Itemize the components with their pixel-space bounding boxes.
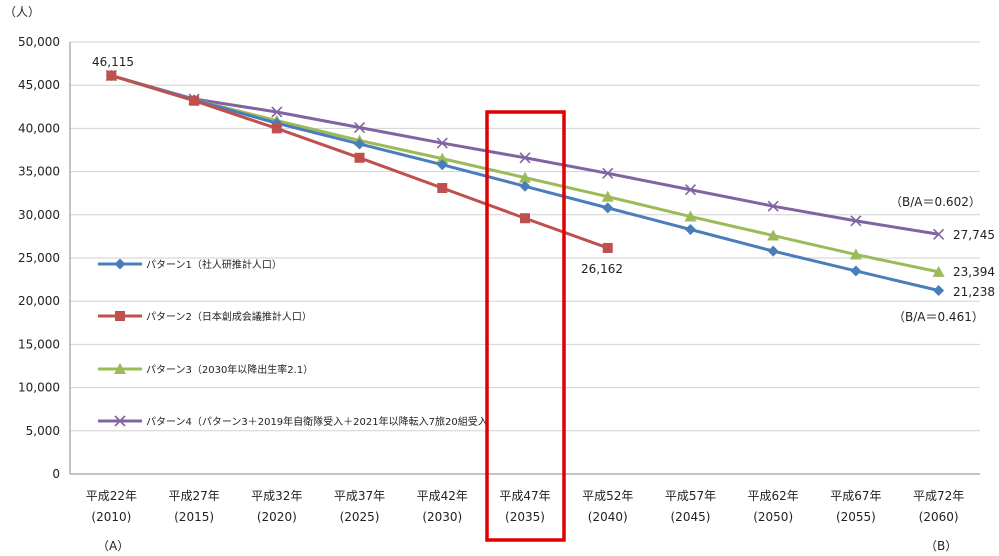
x-tick-label: 平成32年 bbox=[251, 489, 302, 503]
series-1-point bbox=[684, 223, 696, 235]
series-4-point bbox=[436, 137, 448, 149]
series-4-point bbox=[933, 228, 945, 240]
x-tick-year-label: (2025) bbox=[340, 510, 380, 524]
x-tick-label: 平成37年 bbox=[334, 489, 385, 503]
y-tick-label: 30,000 bbox=[18, 208, 60, 222]
x-tick-year-label: (2045) bbox=[671, 510, 711, 524]
series-1-point bbox=[519, 180, 531, 192]
marker-a-label: （A） bbox=[97, 539, 129, 553]
legend-item-3: パターン3（2030年以降出生率2.1） bbox=[98, 363, 313, 376]
series-4-point bbox=[353, 121, 366, 134]
y-tick-label: 20,000 bbox=[18, 294, 60, 308]
p3-end-value-label: 23,394 bbox=[953, 265, 995, 279]
series-2-point bbox=[602, 242, 613, 253]
series-2-point bbox=[437, 183, 448, 194]
start-value-label: 46,115 bbox=[92, 55, 134, 69]
x-tick-label: 平成22年 bbox=[86, 489, 137, 503]
y-tick-label: 5,000 bbox=[26, 424, 60, 438]
p1-end-value-label: 21,238 bbox=[953, 285, 995, 299]
series-3-point bbox=[519, 171, 531, 183]
marker-b-label: （B） bbox=[925, 539, 957, 553]
legend-swatch-marker bbox=[114, 415, 126, 427]
p4-end-value-label: 27,745 bbox=[953, 228, 995, 242]
x-tick-year-label: (2035) bbox=[505, 510, 545, 524]
x-axis-ticks: 平成22年 (2010) 平成27年 (2015) 平成32年 (2020) 平成37年 (2… bbox=[86, 489, 965, 524]
series-1-point bbox=[436, 159, 448, 171]
y-tick-label: 35,000 bbox=[18, 165, 60, 179]
y-axis-ticks: 0 5,000 10,000 15,000 20,000 25,000 30,000 35,0… bbox=[18, 35, 60, 481]
y-tick-label: 45,000 bbox=[18, 78, 60, 92]
legend-swatch-marker bbox=[115, 311, 125, 321]
x-tick-year-label: (2030) bbox=[422, 510, 462, 524]
series-1-point bbox=[933, 285, 945, 297]
legend-label: パターン2（日本創成会議推計人口） bbox=[146, 310, 312, 323]
x-tick-label: 平成72年 bbox=[913, 489, 964, 503]
legend-label: パターン3（2030年以降出生率2.1） bbox=[146, 363, 313, 376]
series-3-point bbox=[436, 152, 449, 164]
x-tick-year-label: (2040) bbox=[588, 510, 628, 524]
x-tick-year-label: (2050) bbox=[753, 510, 793, 524]
series-2-point bbox=[106, 70, 117, 81]
series-1-point bbox=[602, 202, 614, 214]
x-tick-year-label: (2010) bbox=[91, 510, 131, 524]
series-4-point bbox=[684, 184, 697, 196]
series-4-line bbox=[110, 74, 939, 236]
series-3-point bbox=[767, 229, 780, 241]
x-tick-label: 平成52年 bbox=[582, 489, 633, 503]
series-3-point bbox=[932, 265, 945, 277]
legend-swatch-marker bbox=[114, 363, 126, 374]
x-tick-year-label: (2060) bbox=[919, 510, 959, 524]
x-tick-label: 平成27年 bbox=[168, 489, 219, 503]
legend-label: パターン4（パターン3＋2019年自衛隊受入＋2021年以降転入7旅20組受入 bbox=[146, 415, 488, 428]
legend-swatch-marker bbox=[114, 258, 126, 270]
series-1-point bbox=[354, 138, 366, 150]
p2-end-value-label: 26,162 bbox=[581, 262, 623, 276]
y-tick-label: 25,000 bbox=[18, 251, 60, 265]
series-2-point bbox=[354, 152, 365, 163]
series-4-point bbox=[602, 167, 614, 179]
series-4-point bbox=[850, 215, 862, 227]
series-4-point bbox=[519, 152, 531, 164]
series-3 bbox=[105, 69, 945, 277]
x-tick-label: 平成67年 bbox=[830, 489, 881, 503]
p1-ratio-label: （B/A＝0.461） bbox=[893, 310, 984, 324]
highlight-box-2035 bbox=[485, 110, 566, 542]
series-4-point bbox=[767, 200, 779, 212]
series-2-point bbox=[189, 95, 200, 106]
series-2 bbox=[106, 70, 613, 253]
legend-label: パターン1（社人研推計人口） bbox=[146, 258, 282, 271]
y-tick-label: 40,000 bbox=[18, 121, 60, 135]
series-2-point bbox=[271, 123, 282, 134]
series-3-point bbox=[601, 190, 614, 202]
series-4-point bbox=[271, 106, 283, 118]
series-2-point bbox=[520, 213, 530, 224]
x-tick-year-label: (2020) bbox=[257, 510, 297, 524]
x-tick-year-label: (2055) bbox=[836, 510, 876, 524]
y-tick-label: 50,000 bbox=[18, 35, 60, 49]
x-tick-year-label: (2015) bbox=[174, 510, 214, 524]
grid-lines bbox=[69, 41, 980, 475]
legend-item-4: パターン4（パターン3＋2019年自衛隊受入＋2021年以降転入7旅20組受入 bbox=[98, 415, 488, 428]
y-tick-label: 0 bbox=[52, 467, 60, 481]
series-3-point bbox=[849, 248, 862, 260]
p4-ratio-label: （B/A＝0.602） bbox=[890, 195, 981, 209]
x-tick-label: 平成57年 bbox=[665, 489, 716, 503]
series-group bbox=[105, 69, 945, 297]
series-1-point bbox=[850, 265, 862, 277]
legend: パターン1（社人研推計人口） パターン2（日本創成会議推計人口） パターン3（203… bbox=[98, 258, 488, 428]
x-tick-label: 平成42年 bbox=[417, 489, 468, 503]
y-tick-label: 10,000 bbox=[18, 381, 60, 395]
x-tick-label: 平成62年 bbox=[748, 489, 799, 503]
y-tick-label: 15,000 bbox=[18, 337, 60, 351]
annotations: 46,115 26,162 （B/A＝0.602） 27,745 23,394 … bbox=[92, 55, 995, 553]
legend-item-2: パターン2（日本創成会議推計人口） bbox=[98, 310, 312, 323]
y-axis-unit-label: （人） bbox=[4, 5, 40, 19]
series-1-point bbox=[767, 245, 779, 257]
series-3-point bbox=[684, 210, 697, 222]
x-tick-label: 平成47年 bbox=[499, 489, 550, 503]
legend-item-1: パターン1（社人研推計人口） bbox=[98, 258, 282, 271]
